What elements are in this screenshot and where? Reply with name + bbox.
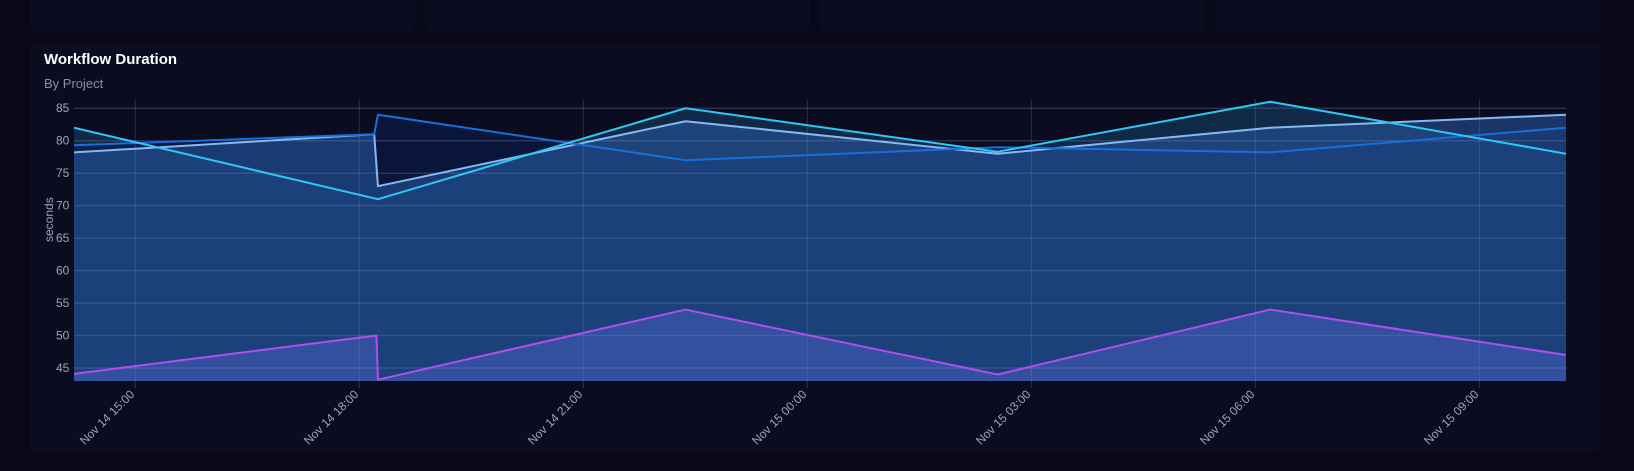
series-line[interactable] [74, 308, 1566, 381]
x-tick-label: Nov 14 18:00 [301, 387, 362, 448]
top-card-4 [1215, 0, 1600, 32]
x-tick-label: Nov 15 03:00 [973, 387, 1034, 448]
y-tick-label: 75 [56, 166, 70, 180]
series-line[interactable] [74, 100, 1566, 201]
x-tick-label: Nov 15 09:00 [1421, 387, 1482, 448]
series-fill [74, 114, 1566, 381]
y-tick-label: 70 [56, 199, 70, 213]
series-fill [74, 309, 1566, 381]
chart-subtitle: By Project [44, 76, 104, 91]
y-tick-label: 45 [56, 361, 70, 375]
series-areas [74, 101, 1566, 381]
chart-title: Workflow Duration [44, 51, 178, 68]
series-line[interactable] [74, 113, 1566, 162]
x-tick-label: Nov 15 00:00 [749, 387, 810, 448]
x-tick-label: Nov 15 06:00 [1197, 387, 1258, 448]
x-tick-label: Nov 14 15:00 [77, 387, 138, 448]
top-card-2 [425, 0, 810, 32]
top-card-3 [820, 0, 1205, 32]
y-tick-label: 85 [56, 101, 70, 115]
y-tick-label: 65 [56, 231, 70, 245]
y-tick-label: 80 [56, 134, 70, 148]
y-tick-label: 55 [56, 296, 70, 310]
top-card-1 [30, 0, 415, 32]
y-tick-label: 60 [56, 264, 70, 278]
y-tick-label: 50 [56, 329, 70, 343]
x-tick-label: Nov 14 21:00 [525, 387, 586, 448]
series-lines [74, 100, 1566, 381]
